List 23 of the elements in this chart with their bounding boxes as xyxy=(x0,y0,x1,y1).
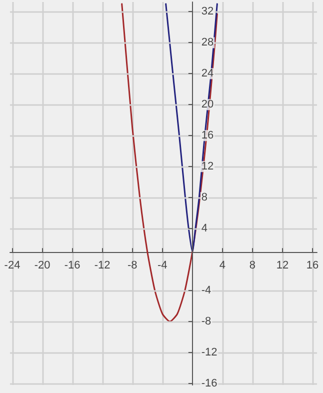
y-tick-label: -16 xyxy=(201,377,218,390)
y-tick-label: 8 xyxy=(201,192,208,204)
y-tick-label: 4 xyxy=(201,222,208,235)
x-tick-label: -20 xyxy=(34,260,50,272)
y-tick-label: -12 xyxy=(201,346,218,358)
x-tick-label: -8 xyxy=(127,260,138,272)
x-tick-label: 8 xyxy=(249,260,256,272)
y-tick-label: -4 xyxy=(201,284,212,297)
x-tick-label: 16 xyxy=(306,260,319,272)
y-tick-label: 32 xyxy=(201,6,214,18)
y-tick-label: 24 xyxy=(201,68,214,80)
y-tick-label: 28 xyxy=(201,36,214,49)
x-tick-label: 12 xyxy=(276,260,289,272)
x-tick-label: -16 xyxy=(64,260,80,272)
y-tick-label: 16 xyxy=(201,130,214,142)
y-tick-label: 12 xyxy=(201,160,214,173)
x-tick-label: -4 xyxy=(157,260,168,272)
x-tick-label: 4 xyxy=(219,260,226,272)
y-tick-label: 20 xyxy=(201,98,214,111)
y-tick-label: -8 xyxy=(201,315,212,328)
line-series xyxy=(165,3,218,253)
x-tick-label: -24 xyxy=(4,260,20,272)
x-tick-label: -12 xyxy=(94,260,110,272)
